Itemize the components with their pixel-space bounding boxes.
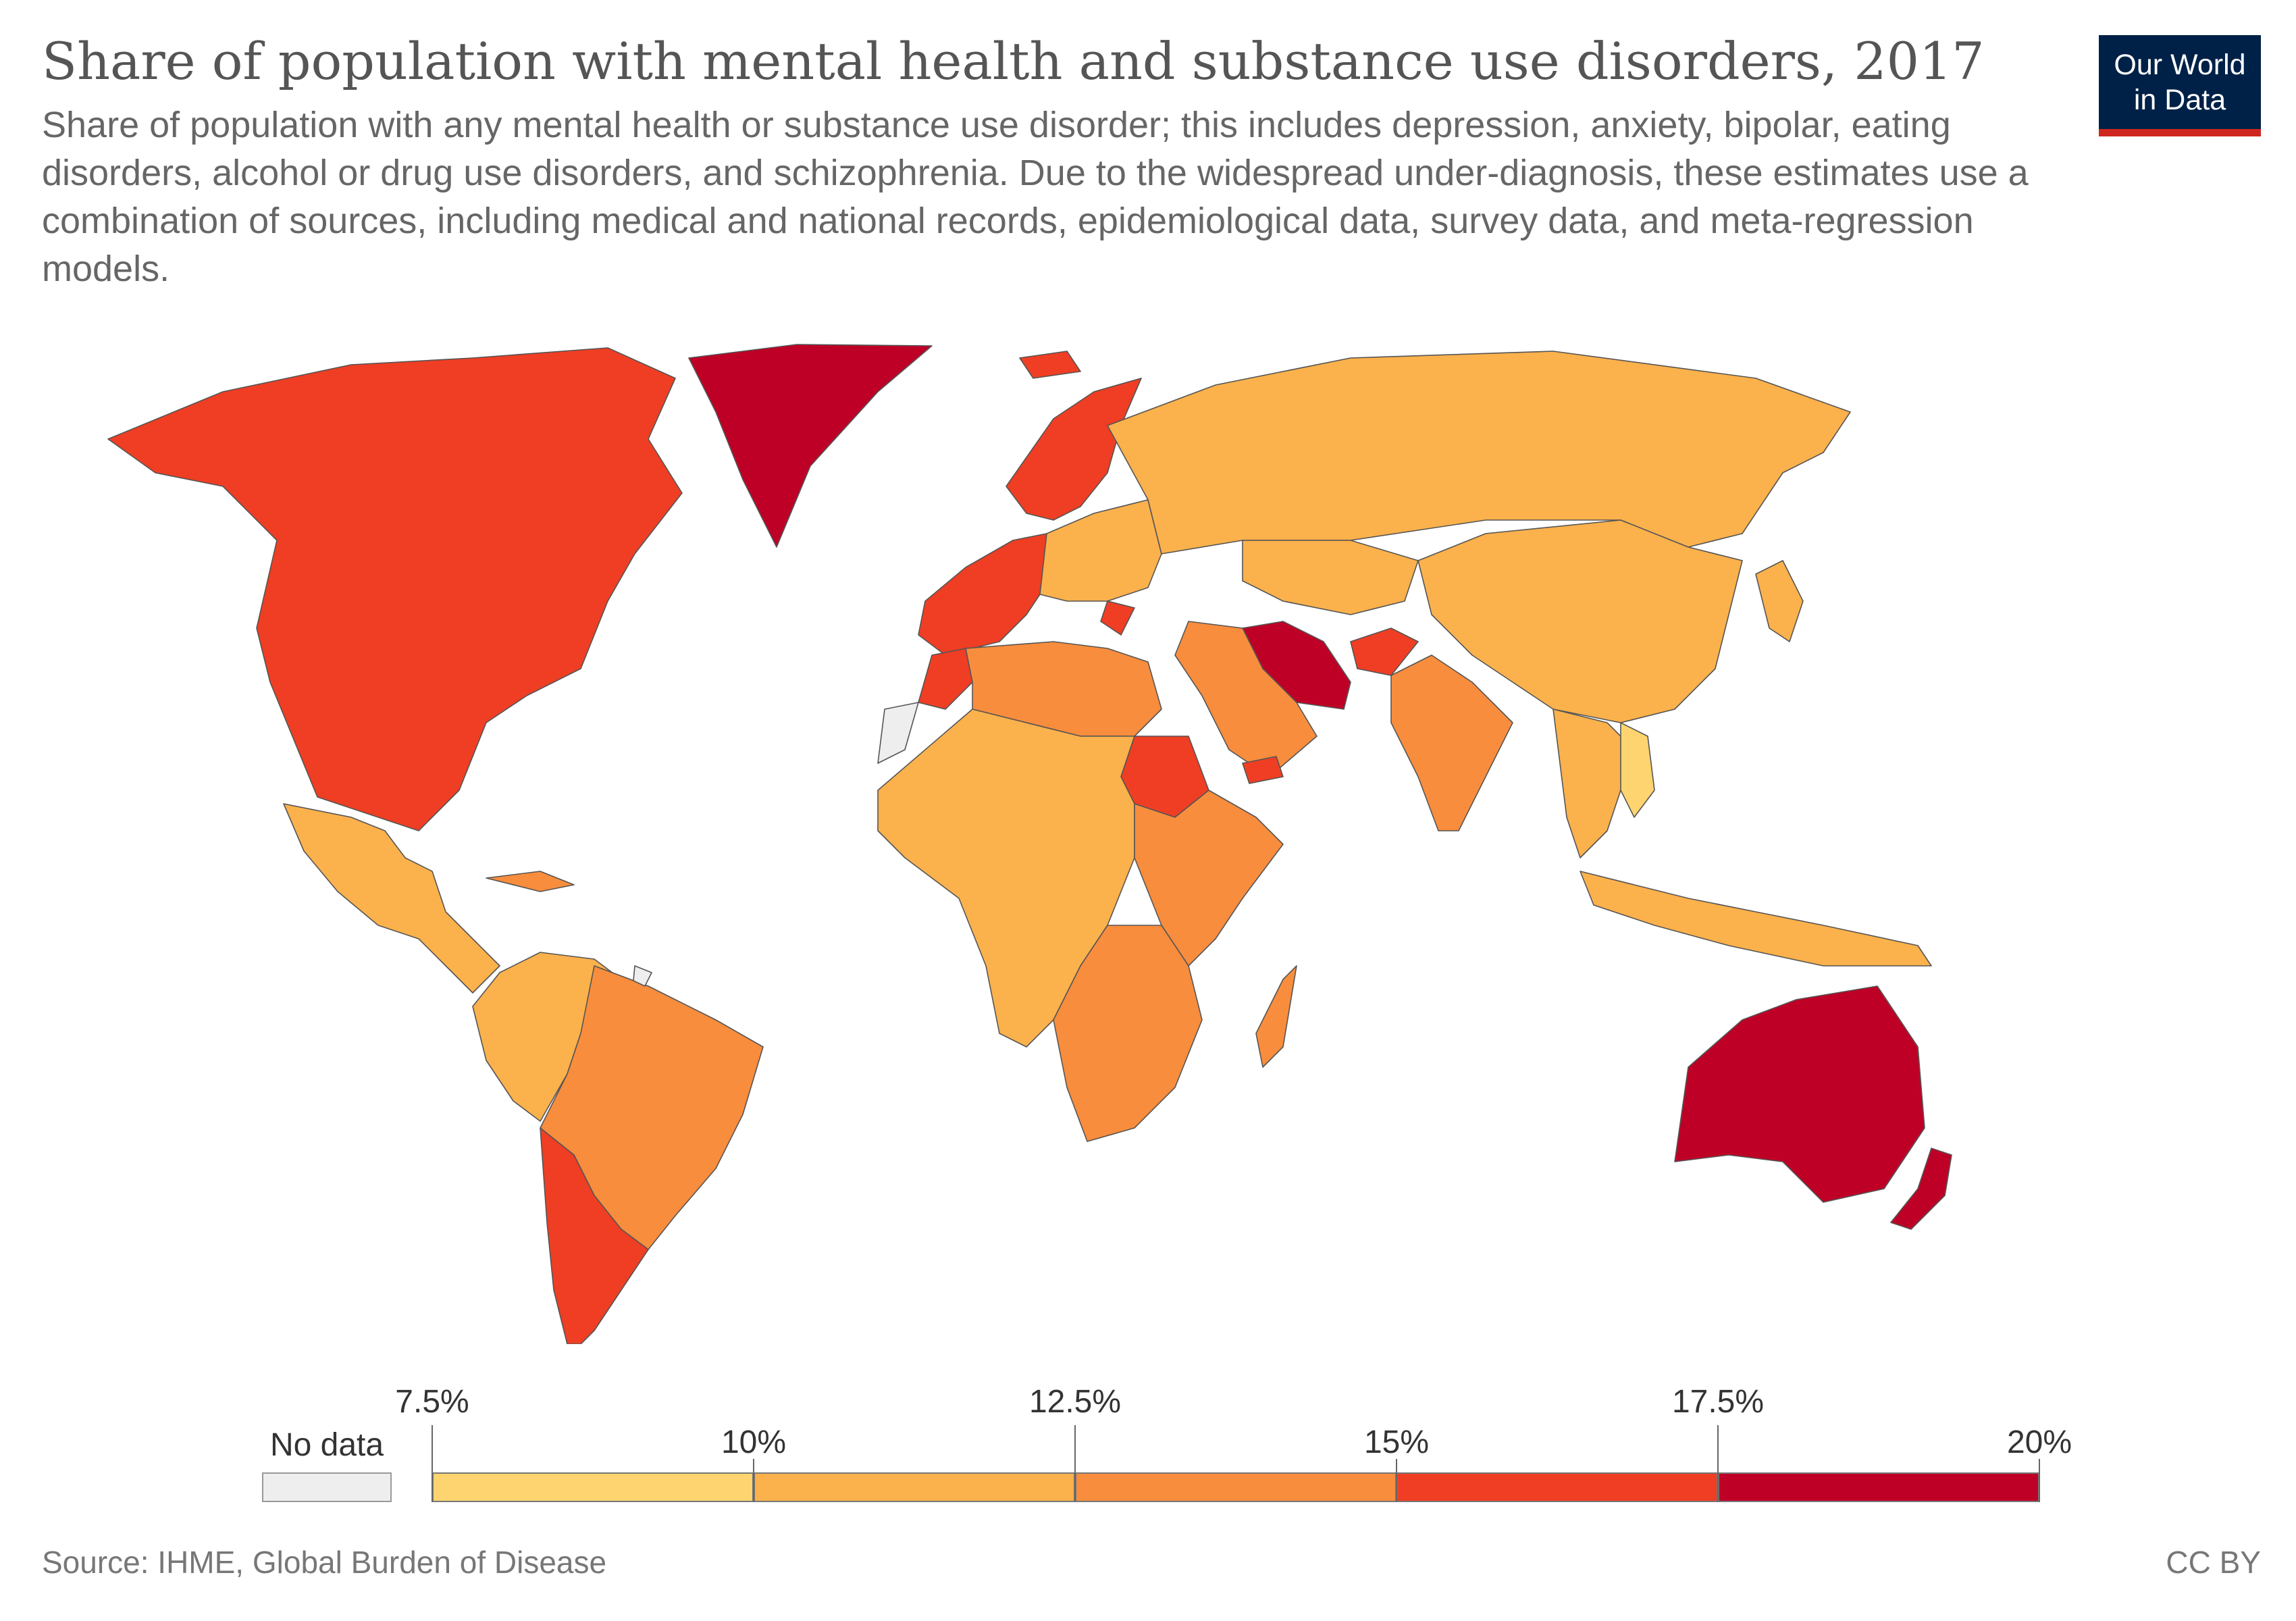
region-chile-argentina[interactable]: Chile and Argentina	[540, 1127, 649, 1344]
region-russia[interactable]: Russia	[1107, 351, 1851, 555]
legend-label-15: 15%	[1363, 1424, 1430, 1460]
region-scandinavia[interactable]: Norway, Sweden, Finland	[1006, 378, 1142, 521]
world-map-svg: North America (USA, Canada) Greenland Me…	[107, 344, 1952, 1344]
legend-tick-12-5	[1074, 1425, 1076, 1502]
legend-label-12-5: 12.5%	[1028, 1384, 1122, 1420]
region-east-africa[interactable]: East Africa	[1134, 790, 1284, 967]
world-map: North America (USA, Canada) Greenland Me…	[0, 317, 2296, 1344]
region-caribbean[interactable]: Cuba and Caribbean	[486, 871, 575, 892]
region-western-europe[interactable]: Western Europe	[918, 533, 1054, 656]
legend-bin-12-5-15[interactable]	[1075, 1472, 1397, 1502]
legend-label-7-5: 7.5%	[395, 1384, 469, 1420]
region-iceland[interactable]: Iceland	[1019, 351, 1081, 379]
legend-no-data-swatch[interactable]	[262, 1472, 392, 1502]
region-india[interactable]: India	[1390, 654, 1513, 831]
legend-label-10: 10%	[721, 1424, 787, 1460]
legend-tick-15	[1396, 1459, 1397, 1502]
legend-no-data-label: No data	[269, 1427, 384, 1463]
legend-bin-17-5-20[interactable]	[1718, 1472, 2039, 1502]
region-china[interactable]: China and Mongolia	[1417, 519, 1743, 723]
legend-tick-7-5	[432, 1425, 433, 1502]
region-vietnam[interactable]: Vietnam	[1620, 722, 1655, 818]
region-eastern-europe[interactable]: Central and Eastern Europe	[1039, 499, 1162, 602]
region-middle-east[interactable]: Middle East	[1174, 621, 1317, 777]
region-indonesia[interactable]: Indonesia and Papua	[1580, 871, 1932, 967]
region-japan-korea[interactable]: Japan and Korea	[1755, 560, 1804, 642]
region-australia[interactable]: Australia	[1674, 985, 1925, 1203]
region-greenland[interactable]: Greenland	[688, 344, 933, 548]
region-southern-africa[interactable]: Southern Africa	[1053, 925, 1203, 1142]
region-greece[interactable]: Greece	[1100, 600, 1135, 636]
region-southeast-asia[interactable]: Southeast Asia	[1553, 709, 1635, 858]
chart-title: Share of population with mental health a…	[42, 31, 1985, 91]
legend-bin-7-5-10[interactable]	[432, 1472, 754, 1502]
region-french-guiana[interactable]: French Guiana	[633, 965, 652, 987]
region-central-asia[interactable]: Central Asia	[1242, 540, 1419, 615]
region-mexico-central-america[interactable]: Mexico and Central America	[283, 803, 500, 994]
owid-logo[interactable]: Our World in Data	[2099, 35, 2261, 136]
legend-bin-15-17-5[interactable]	[1397, 1472, 1718, 1502]
logo-line-2: in Data	[2133, 84, 2226, 116]
legend-label-17-5: 17.5%	[1671, 1384, 1765, 1420]
region-western-sahara[interactable]: Western Sahara	[877, 702, 919, 764]
logo-accent-bar	[2099, 129, 2261, 136]
legend-label-20: 20%	[2006, 1424, 2072, 1460]
legend-tick-10	[753, 1459, 754, 1502]
region-afghanistan[interactable]: Afghanistan	[1350, 627, 1419, 676]
legend-bin-10-12-5[interactable]	[754, 1472, 1075, 1502]
region-yemen[interactable]: Yemen	[1242, 756, 1284, 784]
logo-line-1: Our World	[2114, 49, 2246, 81]
legend-tick-20	[2039, 1459, 2040, 1502]
chart-subtitle: Share of population with any mental heal…	[42, 105, 2029, 289]
license-label[interactable]: CC BY	[2166, 1545, 2261, 1580]
region-madagascar[interactable]: Madagascar	[1255, 965, 1297, 1068]
region-new-zealand[interactable]: New Zealand	[1890, 1148, 1952, 1230]
legend-tick-17-5	[1717, 1425, 1719, 1502]
region-morocco[interactable]: Morocco	[918, 648, 973, 710]
source-note[interactable]: Source: IHME, Global Burden of Disease	[42, 1545, 607, 1580]
region-north-america[interactable]: North America (USA, Canada)	[107, 347, 683, 831]
